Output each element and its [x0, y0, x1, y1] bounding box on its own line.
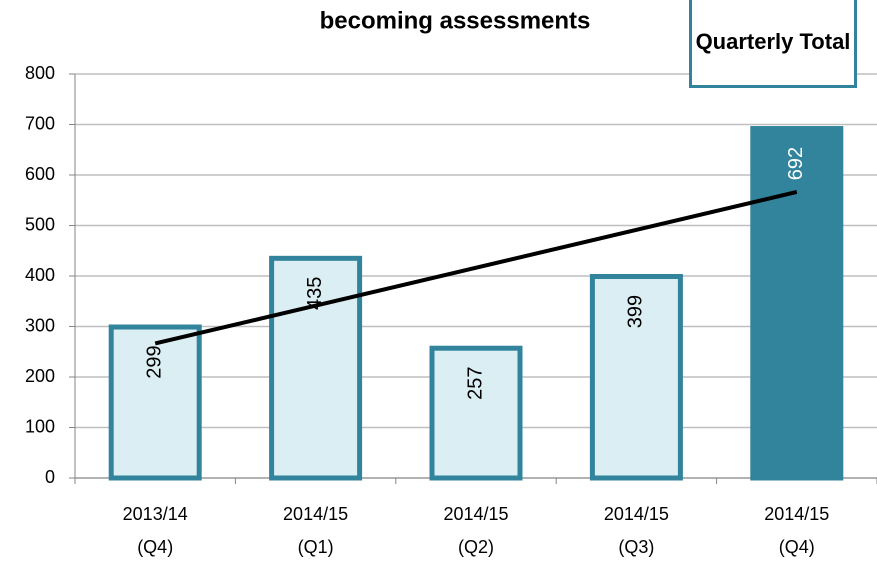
- y-tick-label: 400: [25, 265, 55, 285]
- data-label: 299: [143, 345, 165, 378]
- legend: Quarterly Total: [689, 0, 857, 88]
- trend-line: [154, 190, 798, 346]
- x-tick-label: 2014/15: [764, 504, 829, 524]
- data-label: 435: [304, 277, 326, 310]
- x-tick-label: (Q4): [137, 537, 173, 557]
- bar: [750, 126, 844, 481]
- x-tick-label: 2013/14: [123, 504, 188, 524]
- x-tick-label: (Q3): [618, 537, 654, 557]
- x-tick-label: 2014/15: [443, 504, 508, 524]
- x-tick-label: 2014/15: [283, 504, 348, 524]
- y-tick-label: 100: [25, 416, 55, 436]
- data-label: 692: [785, 147, 807, 180]
- x-tick-label: 2014/15: [604, 504, 669, 524]
- x-tick-label: (Q1): [298, 537, 334, 557]
- y-tick-label: 700: [25, 113, 55, 133]
- y-tick-label: 800: [25, 63, 55, 83]
- y-tick-label: 500: [25, 214, 55, 234]
- y-tick-label: 600: [25, 164, 55, 184]
- chart-title: becoming assessments: [320, 7, 591, 34]
- y-tick-label: 200: [25, 366, 55, 386]
- x-tick-label: (Q2): [458, 537, 494, 557]
- y-tick-label: 300: [25, 315, 55, 335]
- y-tick-label: 0: [45, 467, 55, 487]
- x-tick-label: (Q4): [779, 537, 815, 557]
- data-label: 257: [464, 367, 486, 400]
- bar: [429, 345, 523, 481]
- bar: [589, 274, 683, 481]
- bar: [108, 324, 202, 481]
- bar: [269, 255, 363, 481]
- data-label: 399: [625, 295, 647, 328]
